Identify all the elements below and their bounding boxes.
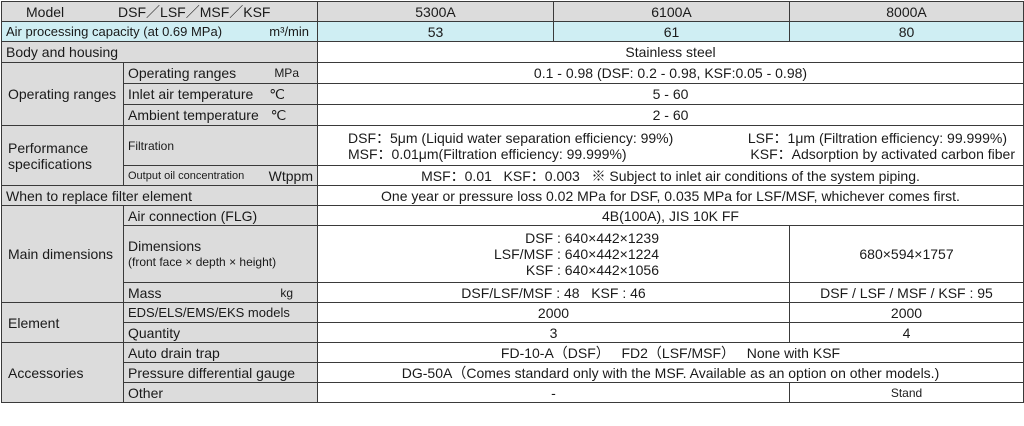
oil-unit: Wtppm [268, 167, 313, 184]
operating-ranges-value: 0.1 - 0.98 (DSF: 0.2 - 0.98, KSF:0.05 - … [317, 62, 1024, 84]
dimensions-label: Dimensions [128, 238, 202, 254]
ambient-temp-value: 2 - 60 [317, 104, 1024, 126]
oil-concentration-row: Output oil concentration Wtppm MSF：0.01 … [2, 165, 1024, 186]
dimensions-ksf: KSF : 640×442×1056 [525, 262, 659, 278]
element-models-row: Element EDS/ELS/EMS/EKS models 2000 2000 [1, 302, 1024, 343]
operating-ranges-label-cell: Operating ranges MPa [123, 62, 318, 84]
capacity-label: Air processing capacity (at 0.69 MPa) [6, 23, 223, 39]
dimensions-sublabel: (front face × depth × height) [128, 255, 277, 269]
performance-label-line1: Performance [8, 139, 89, 156]
drain-trap-value: FD-10-A（DSF） FD2（LSF/MSF） None with KSF [317, 342, 1024, 363]
other-row: Other - Stand [2, 382, 1024, 403]
pressure-gauge-label: Pressure differential gauge [123, 362, 318, 383]
element-models-small: 2000 [317, 302, 790, 323]
element-group-label: Element [1, 302, 124, 343]
operating-ranges-row: Operating ranges Operating ranges MPa 0.… [1, 62, 1024, 126]
quantity-8000a: 4 [789, 322, 1024, 343]
body-housing-label: Body and housing [1, 41, 318, 63]
model-header-cell: Model DSF／LSF／MSF／KSF [1, 1, 318, 22]
operating-ranges-label: Operating ranges [128, 65, 237, 81]
capacity-row: Air processing capacity (at 0.69 MPa) m³… [1, 21, 1024, 42]
air-connection-label: Air connection (FLG) [123, 205, 318, 226]
filtration-label: Filtration [123, 125, 318, 166]
ambient-temp-label-cell: Ambient temperature ℃ [123, 104, 318, 126]
dimensions-label-cell: Dimensions (front face × depth × height) [123, 225, 318, 283]
oil-label-cell: Output oil concentration Wtppm [123, 165, 318, 186]
drain-trap-row: Accessories Auto drain trap FD-10-A（DSF）… [1, 342, 1024, 403]
ambient-temp-unit: ℃ [270, 107, 287, 123]
dimensions-value-small: DSF : 640×442×1239 LSF/MSF : 640×442×122… [317, 225, 790, 283]
inlet-temp-unit: ℃ [269, 86, 285, 102]
other-value-small: - [317, 382, 790, 403]
quantity-label: Quantity [123, 322, 318, 343]
performance-group-label: Performance specifications [1, 125, 124, 186]
element-models-8000a: 2000 [789, 302, 1024, 323]
drain-trap-label: Auto drain trap [123, 342, 318, 363]
filtration-msf: MSF：0.01μm(Filtration efficiency: 99.999… [348, 145, 627, 162]
mass-label: Mass [128, 284, 162, 301]
performance-label-line2: specifications [8, 155, 93, 172]
inlet-temp-row: Inlet air temperature ℃ 5 - 60 [2, 83, 1024, 105]
filtration-row: Performance specifications Filtration DS… [1, 125, 1024, 186]
model-8000a: 8000A [789, 1, 1024, 22]
pressure-gauge-value: DG-50A（Comes standard only with the MSF.… [317, 362, 1024, 383]
inlet-temp-value: 5 - 60 [317, 83, 1024, 105]
air-connection-value: 4B(100A), JIS 10K FF [317, 205, 1024, 226]
accessories-group-label: Accessories [1, 342, 124, 403]
main-dimensions-group-label: Main dimensions [1, 205, 124, 303]
oil-value: MSF：0.01 KSF：0.003 ※ Subject to inlet ai… [317, 165, 1024, 186]
capacity-unit: m³/min [269, 23, 309, 39]
oil-label: Output oil concentration [128, 169, 245, 182]
inlet-temp-label: Inlet air temperature [128, 86, 254, 102]
filtration-value-cell: DSF：5μm (Liquid water separation efficie… [317, 125, 1024, 166]
inlet-temp-label-cell: Inlet air temperature ℃ [123, 83, 318, 105]
operating-ranges-unit: MPa [274, 66, 299, 80]
mass-label-cell: Mass kg [123, 282, 318, 303]
dimensions-8000a: 680×594×1757 [789, 225, 1024, 283]
dimensions-lsf-msf: LSF/MSF : 640×442×1224 [494, 246, 659, 262]
quantity-row: Quantity 3 4 [2, 322, 1024, 343]
ambient-temp-row: Ambient temperature ℃ 2 - 60 [2, 104, 1024, 126]
dimensions-dsf: DSF : 640×442×1239 [525, 230, 659, 246]
filtration-lsf: LSF：1μm (Filtration efficiency: 99.999%) [747, 129, 1007, 146]
spec-table: Model DSF／LSF／MSF／KSF 5300A 6100A 8000A … [1, 1, 1024, 403]
replace-row: When to replace filter element One year … [1, 185, 1024, 206]
capacity-8000a: 80 [789, 21, 1024, 42]
mass-unit: kg [280, 285, 293, 300]
capacity-5300a: 53 [317, 21, 554, 42]
ambient-temp-label: Ambient temperature [128, 107, 259, 123]
filtration-ksf: KSF：Adsorption by activated carbon fiber [750, 145, 1015, 162]
mass-row: Mass kg DSF/LSF/MSF : 48 KSF : 46 DSF / … [2, 282, 1024, 303]
operating-group-label: Operating ranges [1, 62, 124, 126]
model-5300a: 5300A [317, 1, 554, 22]
other-value-8000a: Stand [789, 382, 1024, 403]
other-label: Other [123, 382, 318, 403]
capacity-6100a: 61 [553, 21, 790, 42]
body-housing-value: Stainless steel [317, 41, 1024, 63]
element-models-label: EDS/ELS/EMS/EKS models [123, 302, 318, 323]
replace-label: When to replace filter element [1, 185, 318, 206]
air-connection-row: Main dimensions Air connection (FLG) 4B(… [1, 205, 1024, 303]
model-label: Model [26, 3, 65, 20]
model-6100a: 6100A [553, 1, 790, 22]
dimensions-row: Dimensions (front face × depth × height)… [2, 225, 1024, 283]
series-label: DSF／LSF／MSF／KSF [118, 3, 271, 20]
capacity-label-cell: Air processing capacity (at 0.69 MPa) m³… [1, 21, 318, 42]
mass-value-8000a: DSF / LSF / MSF / KSF : 95 [789, 282, 1024, 303]
filtration-dsf: DSF：5μm (Liquid water separation efficie… [348, 129, 674, 146]
mass-value-small: DSF/LSF/MSF : 48 KSF : 46 [317, 282, 790, 303]
quantity-small: 3 [317, 322, 790, 343]
header-row: Model DSF／LSF／MSF／KSF 5300A 6100A 8000A [1, 1, 1024, 22]
replace-value: One year or pressure loss 0.02 MPa for D… [317, 185, 1024, 206]
body-housing-row: Body and housing Stainless steel [1, 41, 1024, 63]
pressure-gauge-row: Pressure differential gauge DG-50A（Comes… [2, 362, 1024, 383]
